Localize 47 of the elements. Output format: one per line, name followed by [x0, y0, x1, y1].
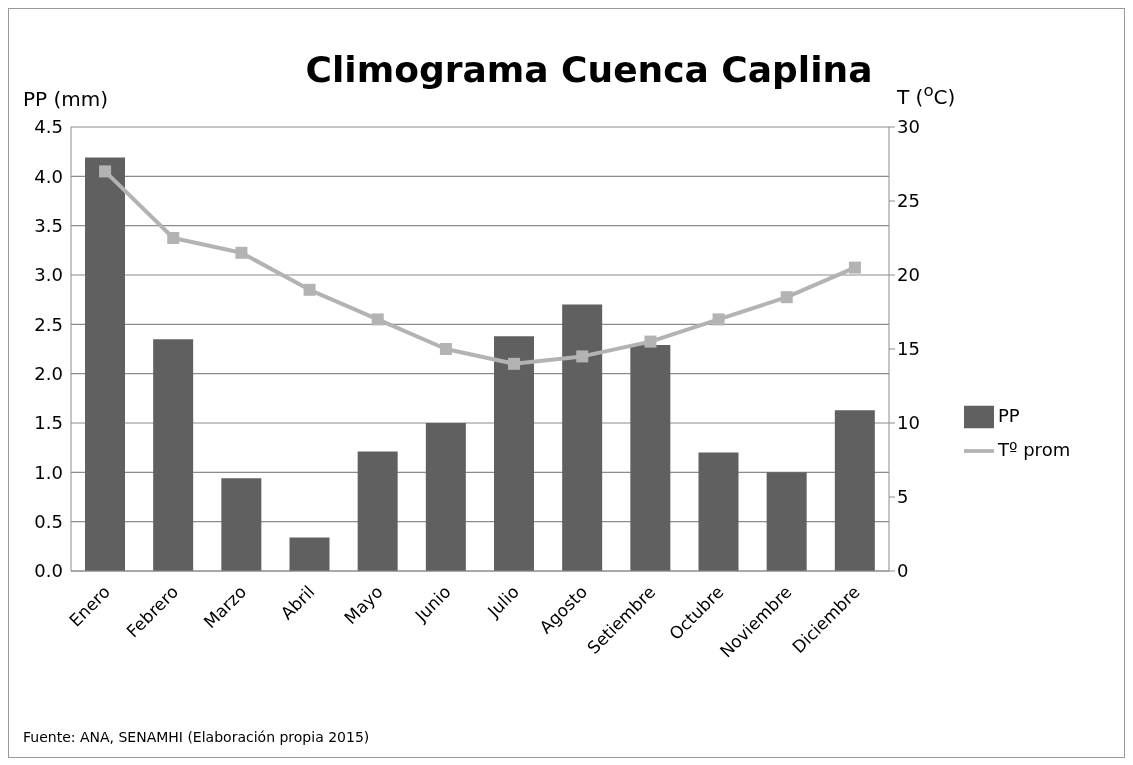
point [508, 357, 521, 370]
y2-tick-label: 5 [897, 486, 909, 508]
bar [630, 345, 671, 571]
bar [766, 472, 807, 571]
y2-tick-label: 20 [897, 264, 920, 286]
point [99, 165, 112, 178]
point [235, 246, 248, 259]
point [303, 283, 316, 296]
point [848, 261, 861, 274]
legend-label: PP [998, 405, 1020, 426]
point [712, 313, 725, 326]
y-tick-label: 0.5 [34, 511, 63, 533]
bar [85, 157, 125, 571]
point [780, 291, 793, 304]
y2-tick-label: 0 [897, 560, 909, 582]
bar [153, 339, 194, 571]
bar [834, 410, 875, 571]
y-tick-label: 3.5 [34, 215, 63, 237]
y2-tick-label: 15 [897, 338, 920, 360]
y-tick-label: 0.0 [34, 560, 63, 582]
y-tick-label: 1.5 [34, 412, 63, 434]
point [576, 350, 589, 363]
bar [698, 452, 739, 571]
source-note: Fuente: ANA, SENAMHI (Elaboración propia 2015) [23, 729, 370, 745]
y-tick-label: 2.5 [34, 313, 63, 335]
y2-tick-label: 10 [897, 412, 920, 434]
point [371, 313, 384, 326]
bar [562, 304, 603, 571]
legend-label: Tº prom [998, 439, 1071, 460]
bar [221, 478, 262, 571]
y2-axis-title: T ($^{o}$C) [897, 81, 956, 109]
y2-tick-label: 30 [897, 116, 920, 138]
y-tick-label: 1.0 [34, 461, 63, 483]
chart-title: Climograma Cuenca Caplina [305, 49, 873, 90]
point [439, 343, 452, 355]
point [167, 232, 180, 244]
y2-tick-label: 25 [897, 190, 920, 212]
y-tick-label: 4.5 [34, 116, 63, 138]
y-axis-title: PP (mm) [23, 87, 109, 111]
bar [494, 336, 534, 571]
y-tick-label: 3.0 [34, 264, 63, 286]
y-tick-label: 2.0 [34, 363, 63, 385]
bar [425, 423, 466, 571]
bar [357, 451, 398, 571]
point [644, 335, 657, 348]
y-tick-label: 4.0 [34, 165, 63, 187]
bar [289, 537, 330, 571]
